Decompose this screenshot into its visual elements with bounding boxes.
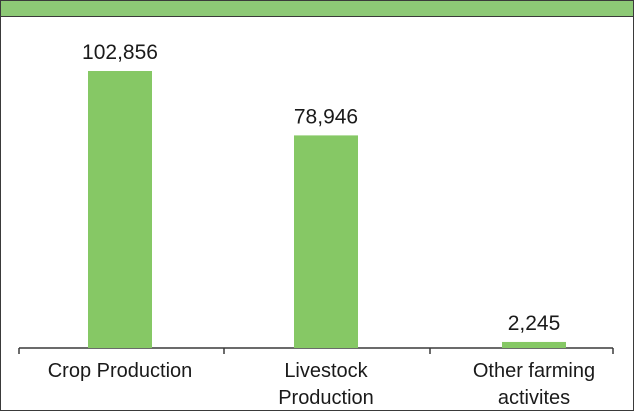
header-band: [1, 1, 633, 17]
category-label-1-line-1: Production: [278, 387, 374, 409]
category-label-2-line-1: activites: [498, 387, 570, 409]
bar-2: [502, 341, 566, 348]
category-label-0-line-0: Crop Production: [48, 360, 193, 382]
data-label-0: 102,856: [82, 41, 158, 64]
data-label-2: 2,245: [508, 312, 561, 335]
category-label-1-line-0: Livestock: [284, 360, 368, 382]
bar-0: [88, 71, 152, 348]
category-label-2-line-0: Other farming: [473, 360, 595, 382]
bar-1: [294, 135, 358, 348]
data-label-1: 78,946: [294, 105, 358, 128]
